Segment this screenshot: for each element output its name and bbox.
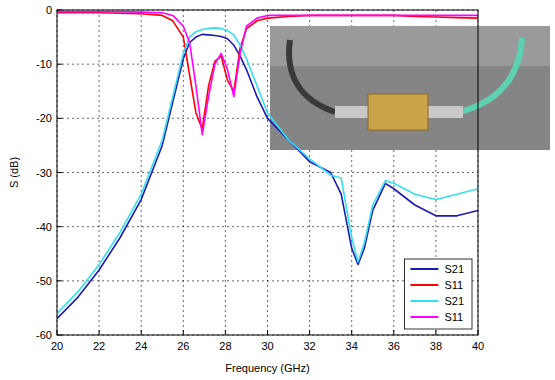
- legend-swatch: [410, 316, 438, 318]
- tick-label: 24: [135, 340, 147, 352]
- tick-mark: [57, 280, 62, 281]
- tick-label: 28: [219, 340, 231, 352]
- legend-swatch: [410, 268, 438, 270]
- tick-mark: [57, 64, 62, 65]
- legend-swatch: [410, 300, 438, 302]
- tick-mark: [99, 330, 100, 335]
- plot-frame: [57, 10, 478, 335]
- tick-mark: [57, 118, 62, 119]
- tick-label: -10: [36, 58, 52, 70]
- legend-box: [404, 259, 472, 329]
- background: [0, 0, 555, 380]
- x-axis-title: Frequency (GHz): [225, 362, 309, 374]
- tick-label: 32: [303, 340, 315, 352]
- photo-cable: [460, 38, 522, 112]
- tick-label: 0: [46, 4, 52, 16]
- tick-label: -60: [36, 329, 52, 341]
- tick-label: 22: [93, 340, 105, 352]
- grid-line: [57, 172, 478, 173]
- photo-cable: [289, 40, 335, 112]
- legend-label: S21: [444, 295, 464, 307]
- chart: 20 22 24 26 28 30 32 34 36 38 40 -60 -50 -40 -30 -20 -10…: [0, 0, 555, 380]
- tick-label: -20: [36, 112, 52, 124]
- tick-label: 26: [177, 340, 189, 352]
- legend-label: S21: [444, 263, 464, 275]
- tick-label: -30: [36, 167, 52, 179]
- tick-mark: [57, 172, 62, 173]
- tick-label: 20: [51, 340, 63, 352]
- photo-background: [270, 26, 550, 150]
- grid-line: [141, 10, 142, 335]
- legend: S21 S11 S21 S11: [404, 259, 472, 329]
- tick-label: 36: [388, 340, 400, 352]
- tick-mark: [225, 330, 226, 335]
- tick-label: 38: [430, 340, 442, 352]
- tick-mark: [435, 330, 436, 335]
- legend-swatch: [410, 284, 438, 286]
- grid-line: [57, 226, 478, 227]
- tick-mark: [393, 330, 394, 335]
- photo-wall: [270, 26, 550, 66]
- tick-mark: [183, 330, 184, 335]
- tick-label: -50: [36, 275, 52, 287]
- photo-inset: [270, 26, 550, 150]
- tick-label: 30: [261, 340, 273, 352]
- tick-mark: [267, 330, 268, 335]
- photo-connector: [425, 106, 463, 118]
- tick-mark: [351, 330, 352, 335]
- tick-label: 34: [346, 340, 358, 352]
- photo-connector: [335, 106, 370, 118]
- y-axis-title: S (dB): [8, 157, 20, 188]
- photo-filter-board: [368, 94, 428, 130]
- tick-mark: [309, 330, 310, 335]
- tick-mark: [57, 226, 62, 227]
- tick-label: -40: [36, 221, 52, 233]
- series-line: [57, 12, 478, 135]
- legend-label: S11: [444, 279, 463, 291]
- tick-label: 40: [472, 340, 484, 352]
- legend-label: S11: [444, 311, 463, 323]
- grid-line: [225, 10, 226, 335]
- tick-mark: [141, 330, 142, 335]
